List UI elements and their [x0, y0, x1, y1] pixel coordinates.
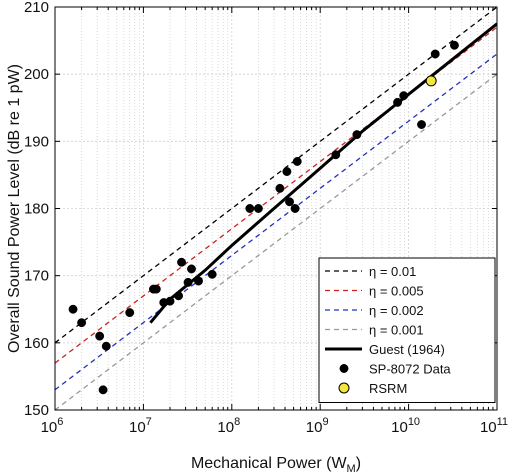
sp8072-point — [393, 97, 403, 107]
sp8072-point — [165, 296, 175, 306]
sp8072-point — [253, 204, 263, 213]
sp8072-point — [68, 304, 78, 314]
sp8072-point — [187, 264, 196, 274]
legend-label: RSRM — [369, 381, 407, 396]
sp8072-point — [125, 308, 135, 318]
x-tick-label: 107 — [129, 416, 152, 436]
x-tick-label-base: 10 — [217, 419, 234, 436]
sp8072-point — [292, 157, 302, 166]
sp8072-point — [417, 120, 426, 129]
sp8072-point — [285, 197, 294, 207]
x-tick-label: 1011 — [480, 416, 508, 436]
legend-label: η = 0.001 — [369, 323, 424, 338]
sp8072-point — [174, 291, 184, 301]
rsrm-point — [425, 75, 437, 87]
sp8072-point — [98, 385, 108, 395]
x-tick-label-exponent: 7 — [146, 416, 152, 428]
x-axis-title-end: ) — [356, 455, 361, 472]
sp8072-point — [245, 204, 255, 213]
sp8072-point — [275, 183, 285, 193]
legend-label: η = 0.002 — [369, 303, 424, 318]
x-tick-label-exponent: 10 — [408, 416, 420, 428]
sp8072-point — [399, 91, 409, 101]
legend-label: η = 0.01 — [369, 264, 416, 279]
x-tick-label-base: 10 — [41, 419, 58, 436]
sp8072-point — [282, 167, 292, 177]
y-tick-label: 190 — [24, 133, 49, 150]
x-tick-label-exponent: 9 — [322, 416, 328, 428]
efficiency-line — [55, 53, 497, 391]
sp8072-point — [77, 318, 87, 328]
efficiency-line — [55, 73, 497, 410]
x-tick-label-base: 10 — [306, 419, 323, 436]
x-tick-label: 108 — [217, 416, 240, 436]
legend-label: η = 0.005 — [369, 284, 424, 299]
y-tick-label: 150 — [24, 402, 49, 419]
x-tick-label-base: 10 — [391, 419, 408, 436]
sp8072-point — [430, 49, 440, 59]
x-tick-label-exponent: 6 — [57, 416, 63, 428]
y-tick-label: 160 — [24, 335, 49, 352]
sp8072-point — [95, 331, 105, 341]
sp8072-point — [183, 277, 193, 287]
y-tick-label: 170 — [24, 268, 49, 285]
sp8072-point — [177, 257, 186, 267]
x-tick-label: 106 — [41, 416, 64, 436]
legend-swatch-marker — [339, 364, 349, 373]
sp8072-point — [207, 269, 217, 279]
legend-box — [318, 257, 496, 403]
sp8072-point — [194, 276, 203, 286]
sp8072-point — [101, 341, 111, 351]
legend-label: SP-8072 Data — [369, 362, 451, 377]
x-axis-title-main: Mechanical Power (W — [191, 455, 348, 472]
y-axis-title: Overall Sound Power Level (dB re 1 pW) — [6, 64, 23, 353]
sp8072-point — [151, 284, 161, 294]
x-tick-label-base: 10 — [480, 419, 497, 436]
x-axis-title: Mechanical Power (WM) — [191, 455, 361, 474]
y-tick-label: 210 — [24, 0, 49, 16]
sp8072-point — [449, 40, 459, 50]
y-tick-label: 180 — [24, 201, 49, 218]
data-points — [68, 40, 459, 395]
sp8072-point — [290, 204, 300, 213]
efficiency-line — [55, 7, 497, 344]
x-tick-label-exponent: 11 — [497, 416, 508, 428]
sp8072-point — [352, 130, 362, 140]
x-tick-label: 1010 — [391, 416, 420, 436]
legend-swatch-marker — [338, 382, 350, 394]
sp8072-point — [331, 150, 341, 160]
x-axis-title-subscript: M — [347, 463, 356, 474]
legend: η = 0.01 η = 0.005 η = 0.002 η = 0.001 Guest… — [318, 257, 496, 403]
x-tick-label-base: 10 — [129, 419, 146, 436]
legend-label: Guest (1964) — [369, 342, 445, 357]
x-tick-label: 109 — [306, 416, 329, 436]
y-tick-label: 200 — [24, 66, 49, 83]
x-tick-label-exponent: 8 — [234, 416, 240, 428]
